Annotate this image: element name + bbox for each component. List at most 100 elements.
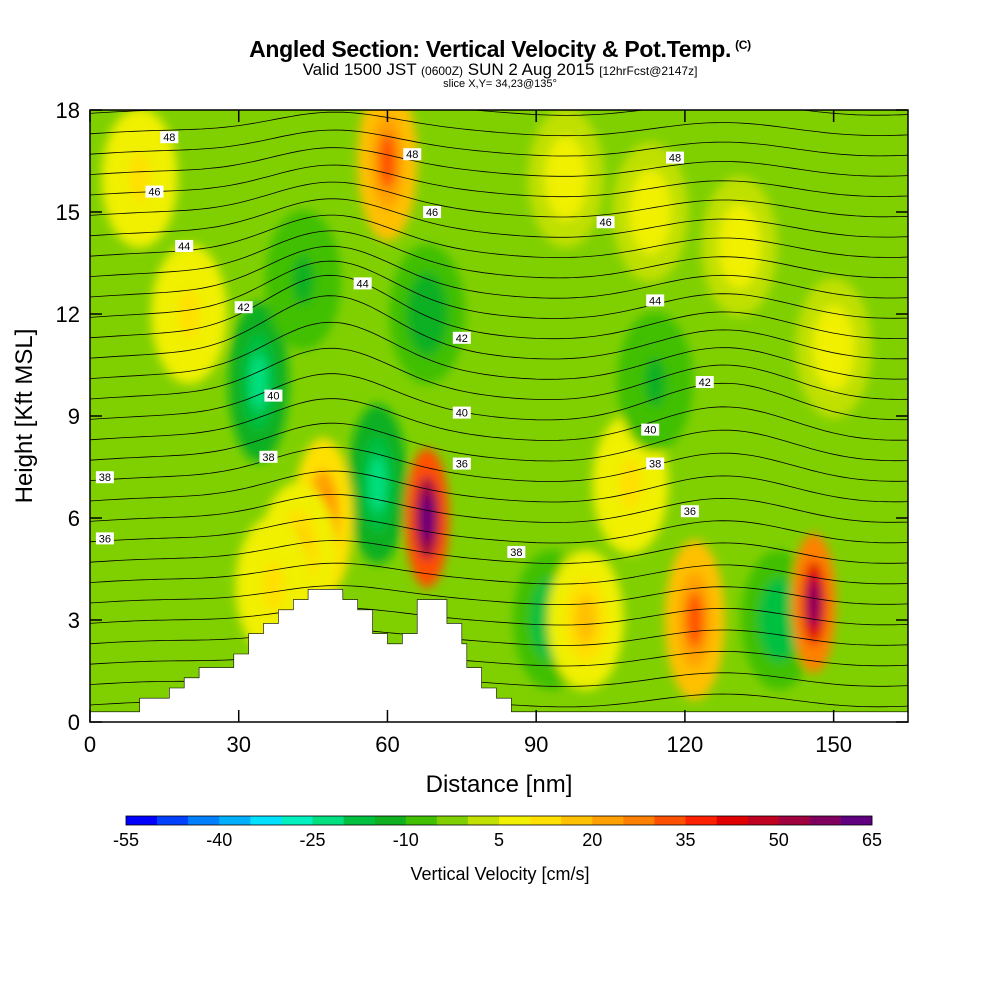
velocity-field bbox=[101, 110, 872, 700]
contour-label-text: 42 bbox=[456, 333, 468, 345]
colorbar-tick-label: 50 bbox=[769, 830, 789, 850]
colorbar-swatch bbox=[716, 816, 748, 825]
contour-label-box bbox=[145, 185, 164, 198]
colorbar-swatch bbox=[654, 816, 686, 825]
colorbar-swatch bbox=[778, 816, 811, 825]
colorbar-swatch bbox=[530, 816, 562, 825]
contour-labels: 48 48 48 46 46 46 44 44 44 42 42 42 40 40 40 38 38 38 38 36… bbox=[95, 131, 714, 559]
slice-label: slice X,Y= 34,23@135° bbox=[443, 78, 557, 90]
theta-contour-line bbox=[90, 129, 908, 157]
colorbar-tick-label: -10 bbox=[393, 830, 419, 850]
velocity-core bbox=[379, 133, 396, 189]
contour-label-text: 48 bbox=[669, 153, 681, 165]
x-tick-label: 30 bbox=[226, 732, 250, 757]
contour-label: 48 bbox=[665, 151, 684, 165]
theta-contour-line bbox=[90, 245, 908, 299]
contour-label-text: 40 bbox=[644, 425, 656, 437]
contour-label-box bbox=[646, 457, 665, 470]
contour-label-text: 44 bbox=[357, 278, 369, 290]
theta-contour-line bbox=[90, 470, 908, 503]
contour-label: 40 bbox=[452, 406, 471, 420]
velocity-core bbox=[807, 578, 820, 628]
theta-contour-line bbox=[90, 585, 908, 605]
colorbar-swatch bbox=[126, 816, 158, 825]
contour-label: 46 bbox=[145, 185, 164, 199]
colorbar-tick-label: -40 bbox=[206, 830, 232, 850]
contour-label-text: 38 bbox=[262, 452, 274, 464]
y-tick-label: 9 bbox=[68, 404, 80, 429]
y-tick-label: 18 bbox=[56, 98, 80, 123]
theta-contour-line bbox=[90, 164, 908, 198]
contour-label-text: 36 bbox=[456, 459, 468, 471]
colorbar-tick-label: 65 bbox=[862, 830, 882, 850]
contour-label-text: 46 bbox=[148, 187, 160, 199]
velocity-core bbox=[369, 456, 386, 512]
contour-label: 44 bbox=[353, 277, 372, 290]
colorbar-tick-label: 20 bbox=[582, 830, 602, 850]
velocity-core bbox=[420, 493, 434, 543]
velocity-core bbox=[292, 255, 314, 305]
x-tick-label: 90 bbox=[524, 732, 548, 757]
contour-label-box bbox=[403, 148, 422, 161]
contour-label: 44 bbox=[646, 294, 665, 307]
colorbar-frame bbox=[125, 815, 873, 826]
colorbar-swatch bbox=[747, 816, 780, 825]
x-tick-label: 120 bbox=[667, 732, 704, 757]
contour-label-text: 40 bbox=[267, 391, 279, 403]
velocity-core bbox=[178, 289, 200, 339]
contour-label-text: 44 bbox=[649, 295, 661, 307]
contour-label: 46 bbox=[423, 206, 442, 219]
colorbar-swatch bbox=[436, 816, 469, 825]
contour-label-box bbox=[353, 277, 372, 290]
valid-date: SUN 2 Aug 2015 bbox=[467, 60, 595, 79]
theta-contour-line bbox=[90, 111, 908, 137]
velocity-core bbox=[728, 221, 751, 271]
contour-label: 36 bbox=[680, 505, 699, 518]
chart-title-tag: (C) bbox=[735, 38, 751, 52]
contour-label: 46 bbox=[596, 216, 615, 229]
colorbar-swatch bbox=[250, 816, 282, 825]
contour-label-box bbox=[452, 331, 471, 344]
theta-contours bbox=[90, 110, 908, 708]
contour-label-box bbox=[452, 406, 471, 419]
contour-label-box bbox=[160, 131, 179, 144]
contour-label-text: 36 bbox=[99, 533, 111, 545]
contour-label-box bbox=[175, 240, 194, 252]
contour-label: 36 bbox=[95, 532, 114, 545]
velocity-core bbox=[822, 323, 845, 373]
contour-label: 38 bbox=[95, 471, 114, 484]
contour-label: 42 bbox=[234, 301, 253, 314]
contour-label-box bbox=[641, 423, 660, 436]
colorbar-swatch bbox=[561, 816, 593, 825]
theta-contour-line bbox=[90, 494, 908, 523]
contour-label-text: 46 bbox=[599, 217, 611, 229]
velocity-core bbox=[128, 153, 151, 203]
valid-fcst: [12hrFcst@2147z] bbox=[599, 64, 698, 78]
colorbar-swatch bbox=[467, 816, 500, 825]
contour-label-box bbox=[646, 294, 665, 307]
theta-contour-line bbox=[90, 629, 908, 646]
contour-label-text: 42 bbox=[699, 377, 711, 389]
y-tick-label: 6 bbox=[68, 506, 80, 531]
colorbar-tick-label: -55 bbox=[113, 830, 139, 850]
colorbar-swatch bbox=[312, 816, 344, 825]
contour-label: 40 bbox=[641, 423, 660, 437]
contour-label: 44 bbox=[175, 240, 194, 253]
colorbar-swatch bbox=[281, 816, 313, 825]
contour-label: 48 bbox=[403, 148, 422, 161]
colorbar: -55 -40 -25 -10 5 20 35 50 65 bbox=[113, 815, 882, 850]
x-tick-label: 0 bbox=[84, 732, 96, 757]
x-tick-label: 60 bbox=[375, 732, 399, 757]
chart-title-main: Angled Section: Vertical Velocity & Pot.… bbox=[249, 36, 732, 62]
chart-subtitle: Valid 1500 JST (0600Z) SUN 2 Aug 2015 [1… bbox=[0, 60, 1000, 80]
y-tick-label: 3 bbox=[68, 608, 80, 633]
contour-label-box bbox=[596, 216, 615, 229]
theta-contour-line bbox=[90, 347, 908, 400]
colorbar-swatch bbox=[343, 816, 375, 825]
contour-label: 38 bbox=[646, 457, 665, 471]
contour-label-box bbox=[665, 151, 684, 164]
colorbar-tick-label: -25 bbox=[299, 830, 325, 850]
colorbar-swatch bbox=[374, 816, 407, 825]
